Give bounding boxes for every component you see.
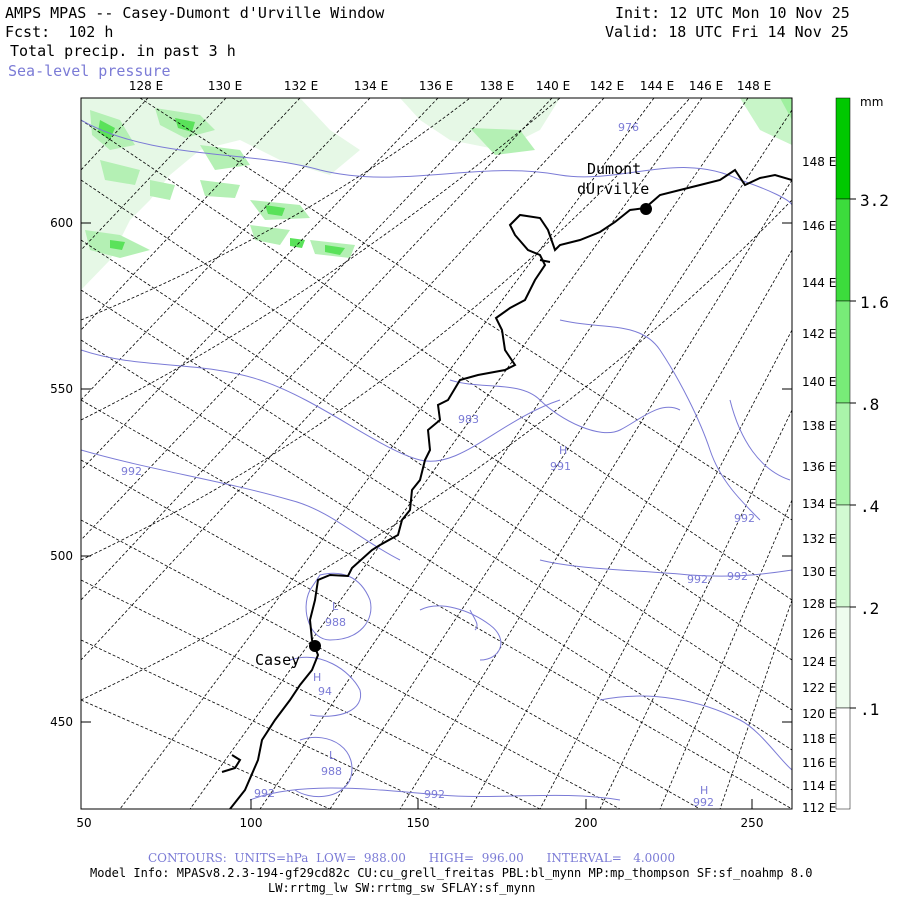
- contour-label: 983: [458, 413, 479, 426]
- colorbar-unit: mm: [860, 95, 883, 109]
- colorbar-label: .8: [860, 395, 879, 414]
- contour-label: H: [313, 671, 321, 684]
- top-lon-label: 142 E: [590, 79, 624, 93]
- colorbar: mm 3.2 1.6 .8 .4 .2 .1: [835, 95, 889, 810]
- right-lon-label: 146 E: [802, 219, 836, 233]
- top-lon-label: 130 E: [208, 79, 242, 93]
- station-dot-casey: [309, 640, 321, 652]
- contour-label: 992: [734, 512, 755, 525]
- top-lon-label: 132 E: [284, 79, 318, 93]
- contour-label: 992: [693, 796, 714, 809]
- colorbar-swatch-3.2: [835, 97, 851, 200]
- right-lon-label: 130 E: [802, 565, 836, 579]
- colorbar-label: 1.6: [860, 293, 889, 312]
- right-lon-label: 142 E: [802, 327, 836, 341]
- colorbar-label: .1: [860, 700, 879, 719]
- colorbar-swatch-0.4: [835, 402, 851, 506]
- colorbar-label: .4: [860, 497, 879, 516]
- top-lon-label: 146 E: [689, 79, 723, 93]
- y-axis-labels: 600 550 500 450: [50, 216, 73, 729]
- top-lon-label: 136 E: [419, 79, 453, 93]
- x-tick-label: 50: [76, 816, 91, 830]
- station-label-durville: dUrville: [577, 180, 649, 198]
- precip-shading: [81, 98, 792, 290]
- contour-label: 988: [321, 765, 342, 778]
- top-lon-label: 128 E: [129, 79, 163, 93]
- contour-label: 992-: [687, 573, 712, 586]
- right-lon-label: 140 E: [802, 375, 836, 389]
- y-tick-label: 600: [50, 216, 73, 230]
- y-tick-label: 450: [50, 715, 73, 729]
- colorbar-swatch-0.2: [835, 504, 851, 608]
- contour-label: 94: [318, 685, 332, 698]
- station-label-dumont: Dumont: [587, 160, 641, 178]
- colorbar-label: 3.2: [860, 191, 889, 210]
- contour-label: H: [559, 444, 567, 457]
- x-axis-ticks: [80, 222, 792, 809]
- contour-label: 992: [424, 788, 445, 801]
- pressure-contours: [81, 119, 792, 801]
- map-title: AMPS MPAS -- Casey-Dumont d'Urville Wind…: [5, 4, 385, 22]
- valid-time: Valid: 18 UTC Fri 14 Nov 25: [605, 23, 849, 41]
- contour-info: CONTOURS: UNITS=hPa LOW= 988.00 HIGH= 99…: [148, 851, 676, 865]
- contour-label: 991: [550, 460, 571, 473]
- top-lon-label: 134 E: [354, 79, 388, 93]
- init-time: Init: 12 UTC Mon 10 Nov 25: [615, 4, 850, 22]
- contour-labels: 976 983 H 991 992 992 992- 992 L 988 H 9…: [121, 121, 755, 809]
- right-lon-label: 138 E: [802, 419, 836, 433]
- x-axis-labels: 50 100 150 200 250: [76, 816, 763, 830]
- station-dot-dumont: [640, 203, 652, 215]
- contour-label: 992: [254, 787, 275, 800]
- top-lon-label: 148 E: [737, 79, 771, 93]
- right-lon-label: 116 E: [802, 756, 836, 770]
- contour-label: 992: [121, 465, 142, 478]
- top-lon-labels: 128 E 130 E 132 E 134 E 136 E 138 E 140 …: [129, 79, 771, 93]
- contour-label: H: [700, 784, 708, 797]
- model-info-2: LW:rrtmg_lw SW:rrtmg_sw SFLAY:sf_mynn: [268, 881, 536, 895]
- right-lon-label: 126 E: [802, 627, 836, 641]
- coastline: [221, 168, 792, 809]
- right-lon-label: 128 E: [802, 597, 836, 611]
- colorbar-label: .2: [860, 599, 879, 618]
- right-lon-label: 144 E: [802, 276, 836, 290]
- top-lon-label: 138 E: [480, 79, 514, 93]
- colorbar-swatch-0.8: [835, 300, 851, 404]
- station-label-casey: Casey: [255, 651, 300, 669]
- y-tick-label: 500: [50, 549, 73, 563]
- right-lon-label: 112 E: [802, 801, 836, 815]
- contour-label: L: [332, 600, 339, 613]
- right-lon-label: 132 E: [802, 532, 836, 546]
- contour-label: 988: [325, 616, 346, 629]
- contour-label: 992: [727, 570, 748, 583]
- model-info: Model Info: MPASv8.2.3-194-gf29cd82c CU:…: [90, 866, 813, 880]
- contour-label: L: [329, 749, 336, 762]
- right-lon-labels: 148 E 146 E 144 E 142 E 140 E 138 E 136 …: [802, 155, 836, 815]
- x-tick-label: 250: [741, 816, 764, 830]
- plot-frame: [80, 97, 793, 810]
- right-lon-label: 120 E: [802, 707, 836, 721]
- x-tick-label: 100: [240, 816, 263, 830]
- colorbar-swatch-0.1: [835, 606, 851, 709]
- colorbar-swatch-none: [835, 707, 851, 810]
- right-lon-label: 122 E: [802, 681, 836, 695]
- graticule: [81, 98, 792, 809]
- top-lon-label: 140 E: [536, 79, 570, 93]
- x-tick-label: 150: [407, 816, 430, 830]
- right-lon-label: 134 E: [802, 497, 836, 511]
- right-lon-label: 136 E: [802, 460, 836, 474]
- contour-label: 976: [618, 121, 639, 134]
- field-name: Total precip. in past 3 h: [10, 42, 236, 60]
- y-tick-label: 550: [50, 382, 73, 396]
- colorbar-swatch-1.6: [835, 198, 851, 302]
- forecast-hour: Fcst: 102 h: [5, 23, 114, 41]
- right-lon-label: 118 E: [802, 732, 836, 746]
- top-lon-label: 144 E: [640, 79, 674, 93]
- right-lon-label: 114 E: [802, 779, 836, 793]
- right-lon-label: 124 E: [802, 655, 836, 669]
- right-lon-label: 148 E: [802, 155, 836, 169]
- overlay-name: Sea-level pressure: [8, 62, 171, 80]
- x-tick-label: 200: [575, 816, 598, 830]
